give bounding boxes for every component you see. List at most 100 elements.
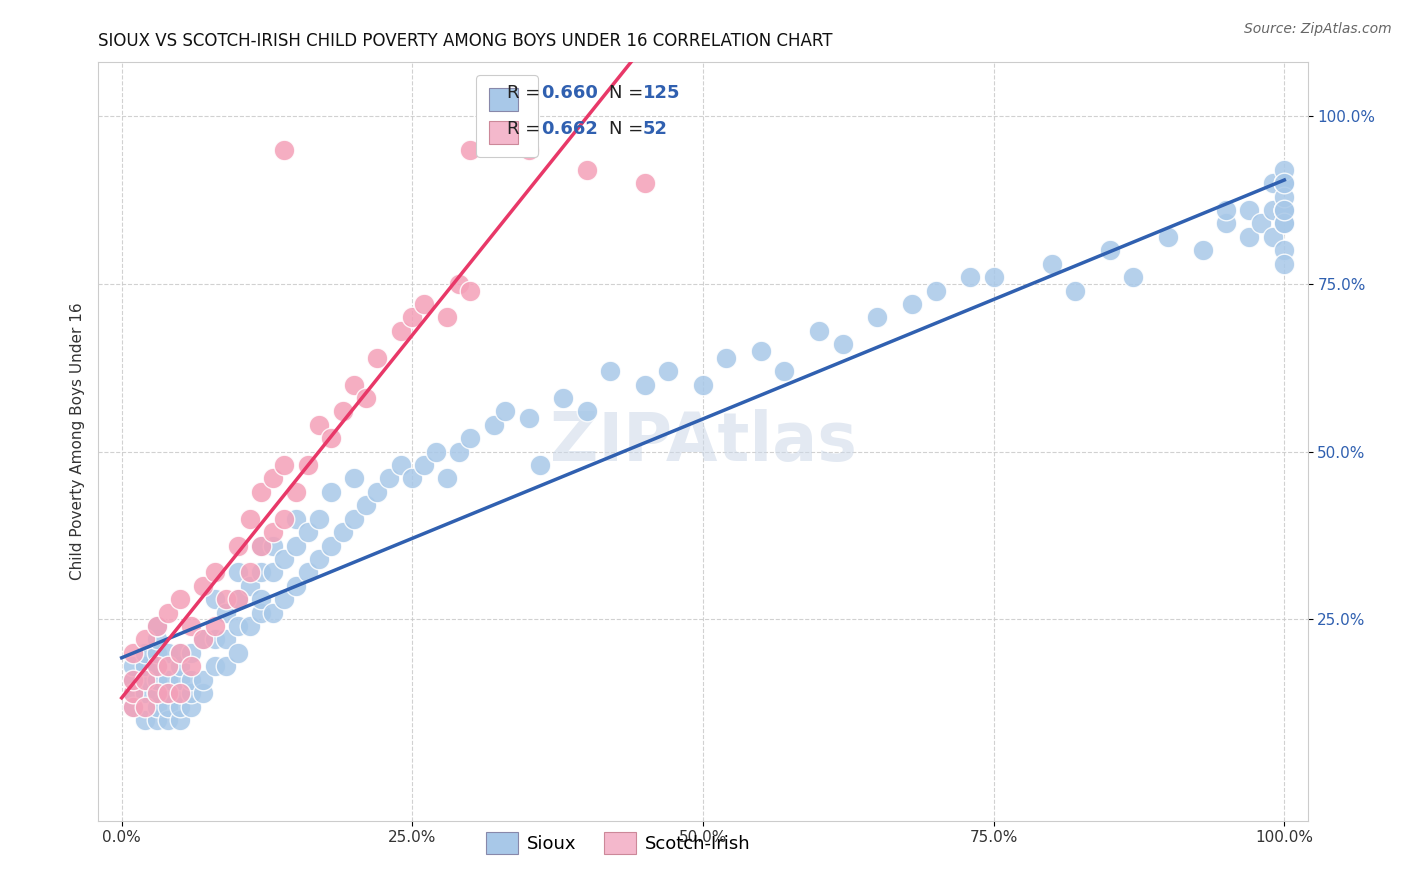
Point: [1272, 162, 1295, 177]
Point: [239, 512, 262, 526]
Point: [226, 619, 249, 633]
Point: [157, 646, 180, 660]
Point: [1272, 202, 1295, 217]
Point: [1239, 202, 1261, 217]
Point: [959, 270, 981, 285]
Point: [1040, 257, 1063, 271]
Point: [204, 632, 226, 647]
Point: [425, 444, 447, 458]
Point: [494, 404, 516, 418]
Point: [831, 337, 853, 351]
Point: [122, 646, 145, 660]
Point: [319, 539, 342, 553]
Point: [378, 471, 401, 485]
Text: N =: N =: [609, 120, 648, 138]
Point: [134, 713, 156, 727]
Point: [215, 606, 238, 620]
Point: [180, 659, 202, 673]
Legend: Sioux, Scotch-Irish: Sioux, Scotch-Irish: [478, 824, 758, 861]
Point: [145, 713, 167, 727]
Point: [343, 471, 366, 485]
Point: [901, 297, 924, 311]
Point: [1192, 244, 1215, 258]
Point: [204, 566, 226, 580]
Point: [239, 566, 262, 580]
Point: [191, 632, 214, 647]
Point: [145, 646, 167, 660]
Point: [122, 673, 145, 687]
Point: [308, 512, 330, 526]
Point: [1239, 230, 1261, 244]
Point: [191, 579, 214, 593]
Point: [529, 458, 551, 472]
Point: [215, 592, 238, 607]
Point: [145, 632, 167, 647]
Point: [389, 458, 412, 472]
Point: [1272, 176, 1295, 190]
Text: 52: 52: [643, 120, 668, 138]
Point: [983, 270, 1005, 285]
Point: [145, 619, 167, 633]
Point: [1122, 270, 1144, 285]
Point: [262, 566, 284, 580]
Point: [145, 673, 167, 687]
Point: [354, 391, 377, 405]
Point: [215, 632, 238, 647]
Point: [122, 699, 145, 714]
Point: [343, 377, 366, 392]
Point: [297, 458, 319, 472]
Point: [413, 297, 436, 311]
Point: [134, 632, 156, 647]
Point: [634, 377, 657, 392]
Point: [204, 592, 226, 607]
Point: [145, 686, 167, 700]
Point: [319, 431, 342, 445]
Point: [134, 673, 156, 687]
Text: R =: R =: [508, 84, 546, 102]
Point: [145, 619, 167, 633]
Point: [180, 646, 202, 660]
Point: [157, 699, 180, 714]
Point: [1215, 217, 1237, 231]
Point: [436, 471, 458, 485]
Point: [354, 498, 377, 512]
Point: [657, 364, 679, 378]
Point: [134, 686, 156, 700]
Point: [273, 143, 295, 157]
Text: SIOUX VS SCOTCH-IRISH CHILD POVERTY AMONG BOYS UNDER 16 CORRELATION CHART: SIOUX VS SCOTCH-IRISH CHILD POVERTY AMON…: [98, 32, 832, 50]
Point: [413, 458, 436, 472]
Point: [389, 324, 412, 338]
Point: [134, 659, 156, 673]
Point: [1272, 257, 1295, 271]
Point: [226, 539, 249, 553]
Point: [157, 713, 180, 727]
Point: [204, 619, 226, 633]
Point: [447, 444, 470, 458]
Point: [319, 484, 342, 499]
Point: [262, 525, 284, 540]
Point: [145, 699, 167, 714]
Point: [460, 143, 482, 157]
Point: [169, 646, 191, 660]
Point: [575, 404, 598, 418]
Text: 0.660: 0.660: [541, 84, 598, 102]
Point: [226, 566, 249, 580]
Point: [250, 484, 273, 499]
Point: [215, 659, 238, 673]
Point: [226, 592, 249, 607]
Point: [866, 310, 889, 325]
Point: [145, 659, 167, 673]
Point: [169, 673, 191, 687]
Point: [599, 364, 621, 378]
Point: [180, 619, 202, 633]
Point: [250, 606, 273, 620]
Text: N =: N =: [609, 84, 648, 102]
Point: [716, 351, 738, 365]
Point: [1261, 176, 1284, 190]
Point: [250, 539, 273, 553]
Point: [1272, 202, 1295, 217]
Point: [1272, 176, 1295, 190]
Point: [122, 699, 145, 714]
Point: [250, 539, 273, 553]
Point: [169, 686, 191, 700]
